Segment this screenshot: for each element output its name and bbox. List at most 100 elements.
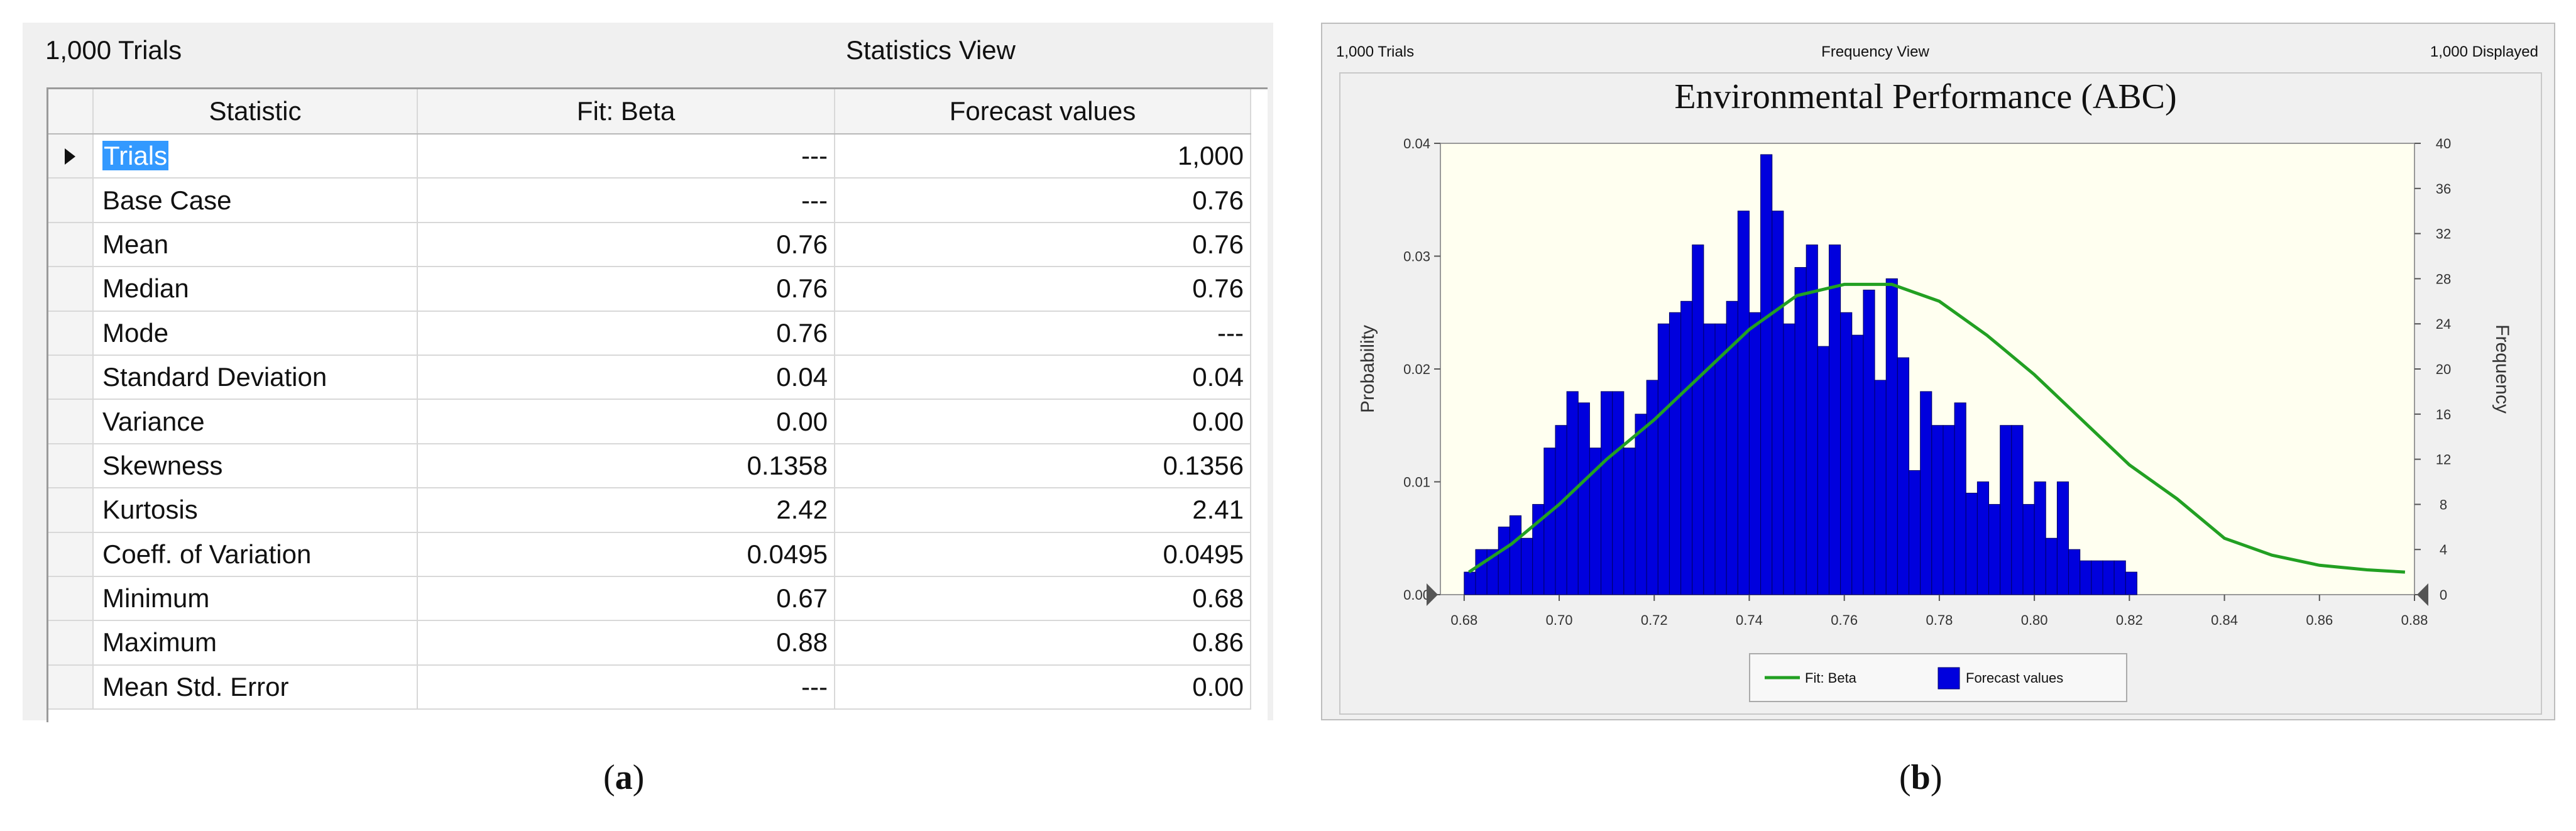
cell-forecast-value[interactable]: ---: [835, 311, 1251, 356]
row-selector[interactable]: [48, 399, 94, 444]
table-row[interactable]: Median 0.76 0.76: [48, 267, 1251, 312]
histogram-bar: [1920, 391, 1932, 595]
cell-fit-beta[interactable]: ---: [417, 134, 835, 179]
row-selector[interactable]: [48, 443, 94, 489]
cell-statistic[interactable]: Standard Deviation: [93, 355, 418, 400]
table-row[interactable]: Minimum 0.67 0.68: [48, 576, 1251, 622]
statistic-name: Variance: [102, 406, 205, 436]
caption-b-letter: b: [1910, 758, 1931, 797]
left-grabber-icon: [1427, 583, 1438, 606]
cell-statistic[interactable]: Mean: [93, 222, 418, 268]
cell-statistic[interactable]: Variance: [93, 399, 418, 444]
table-row[interactable]: Kurtosis 2.42 2.41: [48, 488, 1251, 533]
x-tick-label: 0.72: [1641, 612, 1668, 628]
cell-fit-beta[interactable]: ---: [417, 178, 835, 223]
histogram-bar: [1943, 425, 1955, 595]
histogram-bar: [1623, 448, 1636, 595]
row-selector[interactable]: [48, 576, 94, 622]
cell-forecast-value[interactable]: 0.1356: [835, 443, 1251, 489]
row-selector[interactable]: [48, 311, 94, 356]
table-row[interactable]: Base Case --- 0.76: [48, 178, 1251, 223]
statistic-name: Mode: [102, 317, 169, 348]
cell-forecast-value[interactable]: 0.0495: [835, 532, 1251, 577]
row-selector[interactable]: [48, 355, 94, 400]
statistic-name: Kurtosis: [102, 495, 198, 525]
histogram-bar: [1543, 448, 1556, 595]
histogram-bar: [1748, 312, 1762, 595]
table-row[interactable]: Variance 0.00 0.00: [48, 399, 1251, 444]
cell-fit-beta[interactable]: 0.1358: [417, 443, 835, 489]
cell-forecast-value[interactable]: 0.68: [835, 576, 1251, 622]
statistic-name: Mean Std. Error: [102, 671, 289, 702]
cell-statistic[interactable]: Mean Std. Error: [93, 664, 418, 710]
y2-tick-label: 28: [2436, 271, 2451, 287]
cell-fit-beta[interactable]: 0.00: [417, 399, 835, 444]
cell-forecast-value[interactable]: 0.04: [835, 355, 1251, 400]
cell-fit-beta[interactable]: 2.42: [417, 488, 835, 533]
row-selector[interactable]: [48, 664, 94, 710]
cell-forecast-value[interactable]: 0.76: [835, 222, 1251, 268]
grid-header-row: Statistic Fit: Beta Forecast values: [48, 89, 1251, 135]
cell-fit-beta[interactable]: 0.04: [417, 355, 835, 400]
histogram-bar: [1965, 492, 1978, 595]
histogram-bar: [1954, 402, 1966, 595]
histogram-bar: [2068, 549, 2081, 595]
histogram-bar: [1714, 323, 1727, 595]
row-selector[interactable]: [48, 267, 94, 312]
histogram-bar: [1612, 391, 1625, 595]
y-tick-label: 0.02: [1403, 361, 1430, 377]
row-selector[interactable]: [48, 134, 94, 179]
table-row[interactable]: Standard Deviation 0.04 0.04: [48, 355, 1251, 400]
row-selector[interactable]: [48, 620, 94, 666]
right-grabber-icon: [2417, 583, 2428, 606]
histogram-bar: [2000, 425, 2012, 595]
histogram-bar: [1909, 470, 1921, 595]
cell-forecast-value[interactable]: 0.00: [835, 664, 1251, 710]
table-row[interactable]: Maximum 0.88 0.86: [48, 620, 1251, 666]
cell-fit-beta[interactable]: ---: [417, 664, 835, 710]
column-header-statistic[interactable]: Statistic: [93, 89, 418, 135]
statistic-name: Standard Deviation: [102, 362, 327, 392]
cell-statistic[interactable]: Base Case: [93, 178, 418, 223]
cell-statistic[interactable]: Skewness: [93, 443, 418, 489]
cell-fit-beta[interactable]: 0.88: [417, 620, 835, 666]
histogram-bar: [1498, 526, 1510, 595]
cell-statistic[interactable]: Trials: [93, 134, 418, 179]
cell-forecast-value[interactable]: 0.76: [835, 267, 1251, 312]
column-header-fit-beta[interactable]: Fit: Beta: [417, 89, 835, 135]
x-tick-label: 0.88: [2401, 612, 2428, 628]
cell-fit-beta[interactable]: 0.76: [417, 311, 835, 356]
x-tick-label: 0.78: [1926, 612, 1953, 628]
row-selector[interactable]: [48, 532, 94, 577]
cell-fit-beta[interactable]: 0.0495: [417, 532, 835, 577]
cell-forecast-value[interactable]: 0.00: [835, 399, 1251, 444]
cell-statistic[interactable]: Minimum: [93, 576, 418, 622]
table-row[interactable]: Trials --- 1,000: [48, 134, 1251, 179]
table-row[interactable]: Coeff. of Variation 0.0495 0.0495: [48, 532, 1251, 577]
cell-forecast-value[interactable]: 0.76: [835, 178, 1251, 223]
cell-statistic[interactable]: Mode: [93, 311, 418, 356]
cell-forecast-value[interactable]: 1,000: [835, 134, 1251, 179]
table-row[interactable]: Mode 0.76 ---: [48, 311, 1251, 356]
row-selector[interactable]: [48, 222, 94, 268]
cell-fit-beta[interactable]: 0.76: [417, 267, 835, 312]
cell-forecast-value[interactable]: 2.41: [835, 488, 1251, 533]
cell-fit-beta[interactable]: 0.67: [417, 576, 835, 622]
histogram-bar: [1976, 482, 1990, 595]
cell-statistic[interactable]: Kurtosis: [93, 488, 418, 533]
cell-statistic[interactable]: Median: [93, 267, 418, 312]
cell-statistic[interactable]: Maximum: [93, 620, 418, 666]
column-header-forecast-values[interactable]: Forecast values: [835, 89, 1251, 135]
caption-a: (a): [603, 758, 645, 797]
frequency-chart: 1,000 Trials Frequency View 1,000 Displa…: [1336, 43, 2542, 715]
cell-fit-beta[interactable]: 0.76: [417, 222, 835, 268]
table-row[interactable]: Mean Std. Error --- 0.00: [48, 664, 1251, 710]
table-row[interactable]: Mean 0.76 0.76: [48, 222, 1251, 268]
table-row[interactable]: Skewness 0.1358 0.1356: [48, 443, 1251, 489]
row-selector[interactable]: [48, 488, 94, 533]
cell-forecast-value[interactable]: 0.86: [835, 620, 1251, 666]
cell-statistic[interactable]: Coeff. of Variation: [93, 532, 418, 577]
histogram-bar: [1646, 380, 1658, 595]
y2-tick-label: 8: [2440, 497, 2447, 512]
row-selector[interactable]: [48, 178, 94, 223]
